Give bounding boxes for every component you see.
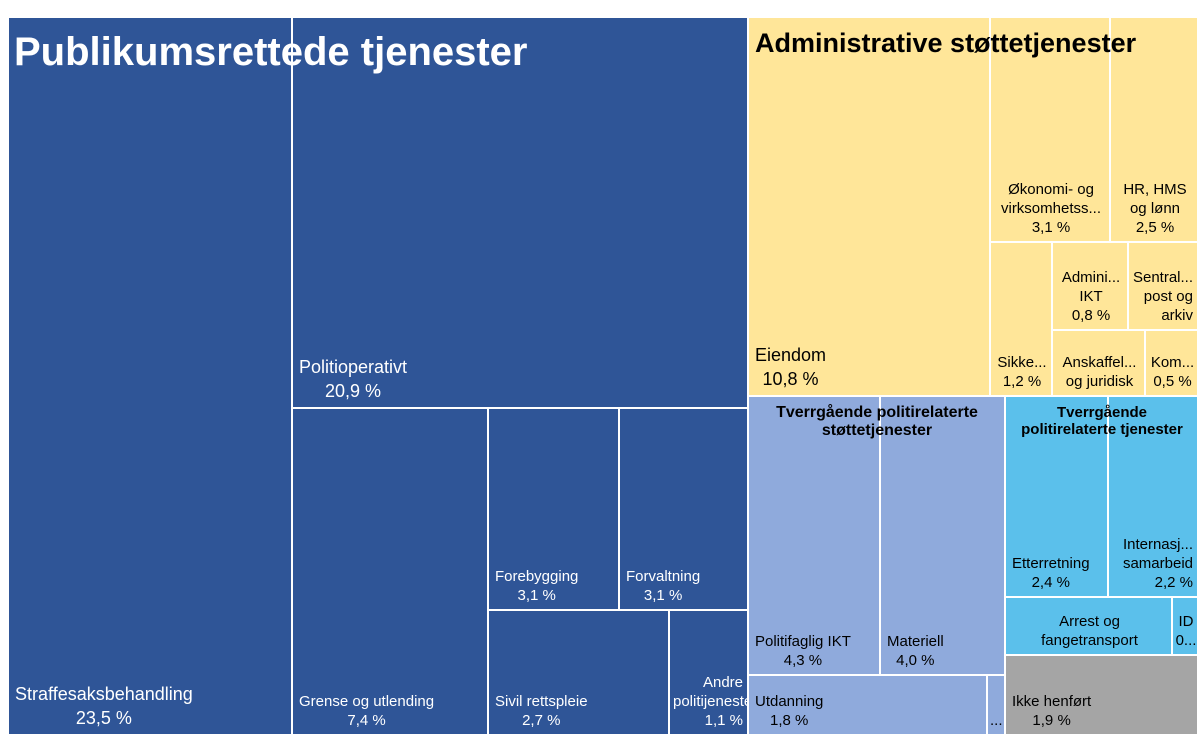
cell-name: HR, HMS og lønn <box>1123 181 1187 217</box>
cell-label: HR, HMS og lønn 2,5 % <box>1120 180 1190 237</box>
cell-label: Utdanning 1,8 % <box>755 692 823 730</box>
cell-name: Arrest og fangetransport <box>1041 613 1138 649</box>
treemap-cell: ID 0... <box>1172 597 1198 655</box>
cell-name: Anskaffel... og juridisk <box>1062 354 1137 390</box>
cell-name: Politifaglig IKT <box>755 633 851 650</box>
treemap-cell: Utdanning 1,8 % <box>748 675 987 735</box>
cell-name: Grense og utlending <box>299 693 435 710</box>
cell-label: Etterretning 2,4 % <box>1012 554 1090 592</box>
treemap-cell: Ikke henført 1,9 % <box>1005 655 1198 735</box>
treemap-cell: Internasj... samarbeid 2,2 % <box>1108 396 1198 597</box>
treemap-cell: Etterretning 2,4 % <box>1005 396 1108 597</box>
cell-label: ... <box>990 711 1003 730</box>
cell-value: 1,1 % <box>704 712 743 729</box>
cell-value: 0,5 % <box>1153 373 1192 390</box>
cell-name: Etterretning <box>1012 555 1090 572</box>
cell-label: Anskaffel... og juridisk <box>1056 353 1144 391</box>
treemap-cell: Admini... IKT 0,8 % <box>1052 242 1128 330</box>
cell-label: Politioperativt 20,9 % <box>299 355 407 403</box>
cell-label: Arrest og fangetransport <box>1015 612 1165 650</box>
cell-label: Kom... 0,5 % <box>1149 353 1197 391</box>
cell-value: 0... <box>1175 632 1197 649</box>
treemap-cell: Kom... 0,5 % <box>1145 330 1198 396</box>
treemap-cell: Sikke... 1,2 % <box>990 242 1052 396</box>
cell-name: Forebygging <box>495 568 579 585</box>
cell-label: Sivil rettspleie 2,7 % <box>495 692 588 730</box>
cell-label: Eiendom 10,8 % <box>755 343 826 391</box>
cell-value: 7,4 % <box>347 712 386 729</box>
cell-name: Andre politijenester <box>673 674 747 710</box>
cell-name: Kom... <box>1150 354 1195 371</box>
treemap-cell: Eiendom 10,8 % <box>748 17 990 396</box>
cell-value: 1,8 % <box>770 712 809 729</box>
treemap-cell: ... <box>987 675 1005 735</box>
cell-value: 20,9 % <box>325 381 382 401</box>
cell-value: 10,8 % <box>762 369 819 389</box>
cell-name: Sikke... <box>997 354 1047 371</box>
treemap-cell: Sivil rettspleie 2,7 % <box>488 610 669 735</box>
cell-value: 3,1 % <box>643 587 683 604</box>
cell-name: Sentral... post og arkiv <box>1132 269 1193 324</box>
cell-name: Ikke henført <box>1012 693 1092 710</box>
cell-value: 3,1 % <box>517 587 556 604</box>
cell-name: Materiell <box>887 633 944 650</box>
cell-label: Ikke henført 1,9 % <box>1012 692 1091 730</box>
cell-name: Internasj... samarbeid <box>1122 536 1193 572</box>
cell-label: Sikke... 1,2 % <box>995 353 1050 391</box>
cell-value: 1,9 % <box>1032 712 1071 729</box>
treemap-cell: HR, HMS og lønn 2,5 % <box>1110 17 1198 242</box>
treemap-cell: Forvaltning 3,1 % <box>619 408 748 610</box>
treemap-cell: Andre politijenester 1,1 % <box>669 610 748 735</box>
cell-value: 4,0 % <box>896 652 935 669</box>
treemap-cell: Anskaffel... og juridisk <box>1052 330 1145 396</box>
cell-name: Eiendom <box>755 345 827 365</box>
treemap-cell: Forebygging 3,1 % <box>488 408 619 610</box>
cell-label: Internasj... samarbeid 2,2 % <box>1109 535 1193 592</box>
cell-value: 1,2 % <box>1002 373 1042 390</box>
cell-value: 3,1 % <box>1031 219 1071 236</box>
cell-name: ID <box>1178 613 1194 630</box>
cell-value: 2,5 % <box>1135 219 1175 236</box>
cell-label: Sentral... post og arkiv <box>1131 268 1193 325</box>
cell-value: 2,2 % <box>1154 574 1193 591</box>
cell-name: Økonomi- og virksomhetss... <box>1000 181 1102 217</box>
treemap-cell: Økonomi- og virksomhetss... 3,1 % <box>990 17 1110 242</box>
cell-value: 0,8 % <box>1071 307 1111 324</box>
treemap-cell: Materiell 4,0 % <box>880 396 1005 675</box>
cell-value: 23,5 % <box>75 708 132 728</box>
cell-label: Forvaltning 3,1 % <box>626 567 700 605</box>
cell-label: Politifaglig IKT 4,3 % <box>755 632 851 670</box>
cell-name: Utdanning <box>755 693 824 710</box>
cell-label: Andre politijenester 1,1 % <box>673 673 747 730</box>
cell-name: Forvaltning <box>626 568 701 585</box>
treemap-cell: Grense og utlending 7,4 % <box>292 408 488 735</box>
cell-name: Sivil rettspleie <box>495 693 588 710</box>
cell-label: Forebygging 3,1 % <box>495 567 578 605</box>
cell-name: ... <box>990 712 1003 729</box>
cell-label: Grense og utlending 7,4 % <box>299 692 434 730</box>
cell-label: Økonomi- og virksomhetss... 3,1 % <box>996 180 1106 237</box>
cell-label: Straffesaksbehandling 23,5 % <box>15 682 193 730</box>
cell-name: Politioperativt <box>299 357 408 377</box>
cell-name: Admini... IKT <box>1061 269 1121 305</box>
treemap-cell: Straffesaksbehandling 23,5 % <box>8 17 292 735</box>
treemap-cell: Arrest og fangetransport <box>1005 597 1172 655</box>
cell-label: Materiell 4,0 % <box>887 632 944 670</box>
cell-name: Straffesaksbehandling <box>15 684 193 704</box>
cell-label: Admini... IKT 0,8 % <box>1061 268 1121 325</box>
cell-value: 4,3 % <box>783 652 823 669</box>
cell-label: ID 0... <box>1175 612 1197 650</box>
treemap-cell: Sentral... post og arkiv <box>1128 242 1198 330</box>
treemap-cell: Politioperativt 20,9 % <box>292 17 748 408</box>
cell-value: 2,4 % <box>1031 574 1070 591</box>
treemap-cell: Politifaglig IKT 4,3 % <box>748 396 880 675</box>
cell-value: 2,7 % <box>522 712 561 729</box>
